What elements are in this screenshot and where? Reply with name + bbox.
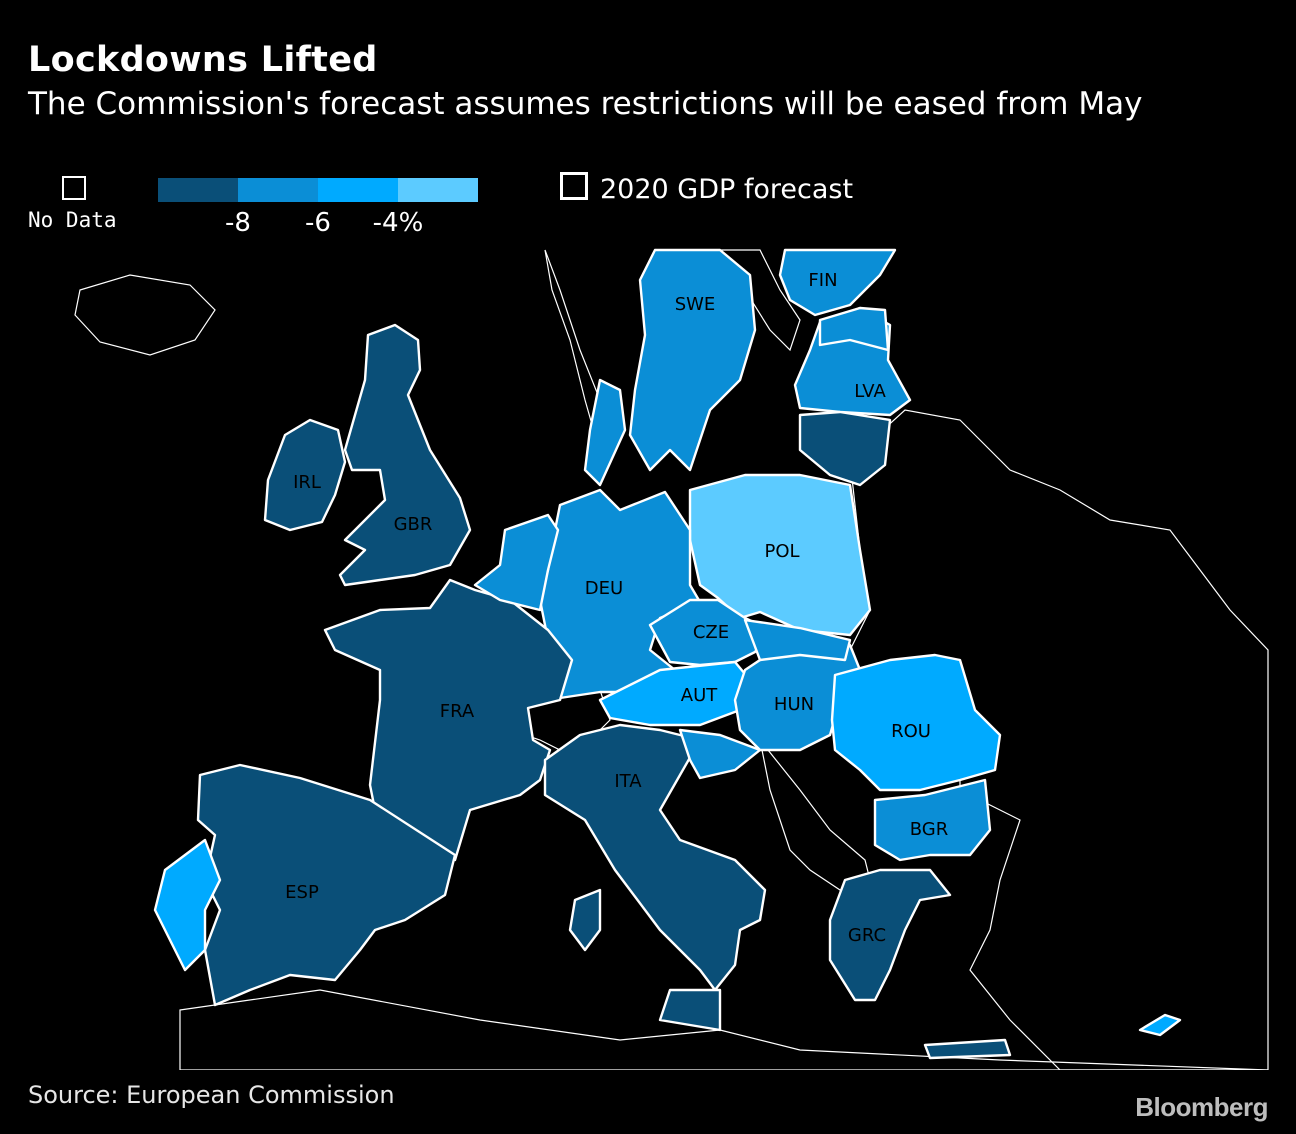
label-fin: FIN	[808, 270, 837, 291]
country-bgr	[873, 778, 992, 862]
chart-subtitle: The Commission's forecast assumes restri…	[28, 86, 1143, 122]
color-scale	[158, 178, 478, 202]
scale-tick-2: -6	[305, 208, 331, 238]
country-hrv-svn	[678, 728, 762, 780]
no-data-swatch	[62, 176, 86, 200]
series-swatch	[560, 172, 588, 200]
chart-title: Lockdowns Lifted	[28, 40, 378, 80]
scale-tick-1: -8	[225, 208, 251, 238]
country-rou	[830, 653, 1002, 792]
label-esp: ESP	[285, 882, 319, 903]
series-label: 2020 GDP forecast	[600, 174, 854, 205]
country-prt	[153, 838, 222, 972]
label-grc: GRC	[848, 925, 886, 946]
label-fra: FRA	[440, 701, 475, 722]
label-ita: ITA	[614, 771, 642, 792]
country-labels: SWE FIN LVA IRL GBR POL DEU CZE FRA AUT …	[285, 270, 948, 946]
no-data-label: No Data	[28, 208, 117, 232]
country-fra	[323, 578, 574, 862]
scale-swatch-4	[398, 178, 478, 202]
label-pol: POL	[764, 541, 799, 562]
country-swe	[628, 248, 757, 472]
country-fin	[778, 248, 897, 317]
country-cyp	[1138, 1013, 1182, 1037]
label-rou: ROU	[891, 721, 931, 742]
country-pol	[688, 473, 872, 637]
scale-tick-3: -4%	[372, 208, 424, 238]
country-est-ltu	[818, 306, 890, 352]
label-swe: SWE	[675, 294, 716, 315]
label-bgr: BGR	[910, 819, 949, 840]
europe-map: SWE FIN LVA IRL GBR POL DEU CZE FRA AUT …	[74, 248, 1269, 1070]
scale-swatch-2	[238, 178, 318, 202]
scale-swatch-3	[318, 178, 398, 202]
label-irl: IRL	[293, 472, 321, 493]
country-ita	[543, 723, 767, 1032]
label-deu: DEU	[585, 578, 623, 599]
label-aut: AUT	[681, 685, 718, 706]
label-hun: HUN	[774, 694, 814, 715]
country-benelux	[473, 513, 560, 612]
label-cze: CZE	[693, 622, 729, 643]
country-gbr	[338, 323, 472, 587]
country-irl	[263, 418, 347, 532]
source-note: Source: European Commission	[28, 1081, 395, 1109]
label-gbr: GBR	[394, 514, 433, 535]
label-lva: LVA	[854, 381, 886, 402]
bloomberg-logo: Bloomberg	[1135, 1092, 1268, 1122]
country-ltu	[798, 410, 892, 487]
country-grc	[828, 868, 1012, 1060]
scale-swatch-1	[158, 178, 238, 202]
country-svk	[743, 618, 852, 662]
country-dnk	[583, 378, 627, 487]
